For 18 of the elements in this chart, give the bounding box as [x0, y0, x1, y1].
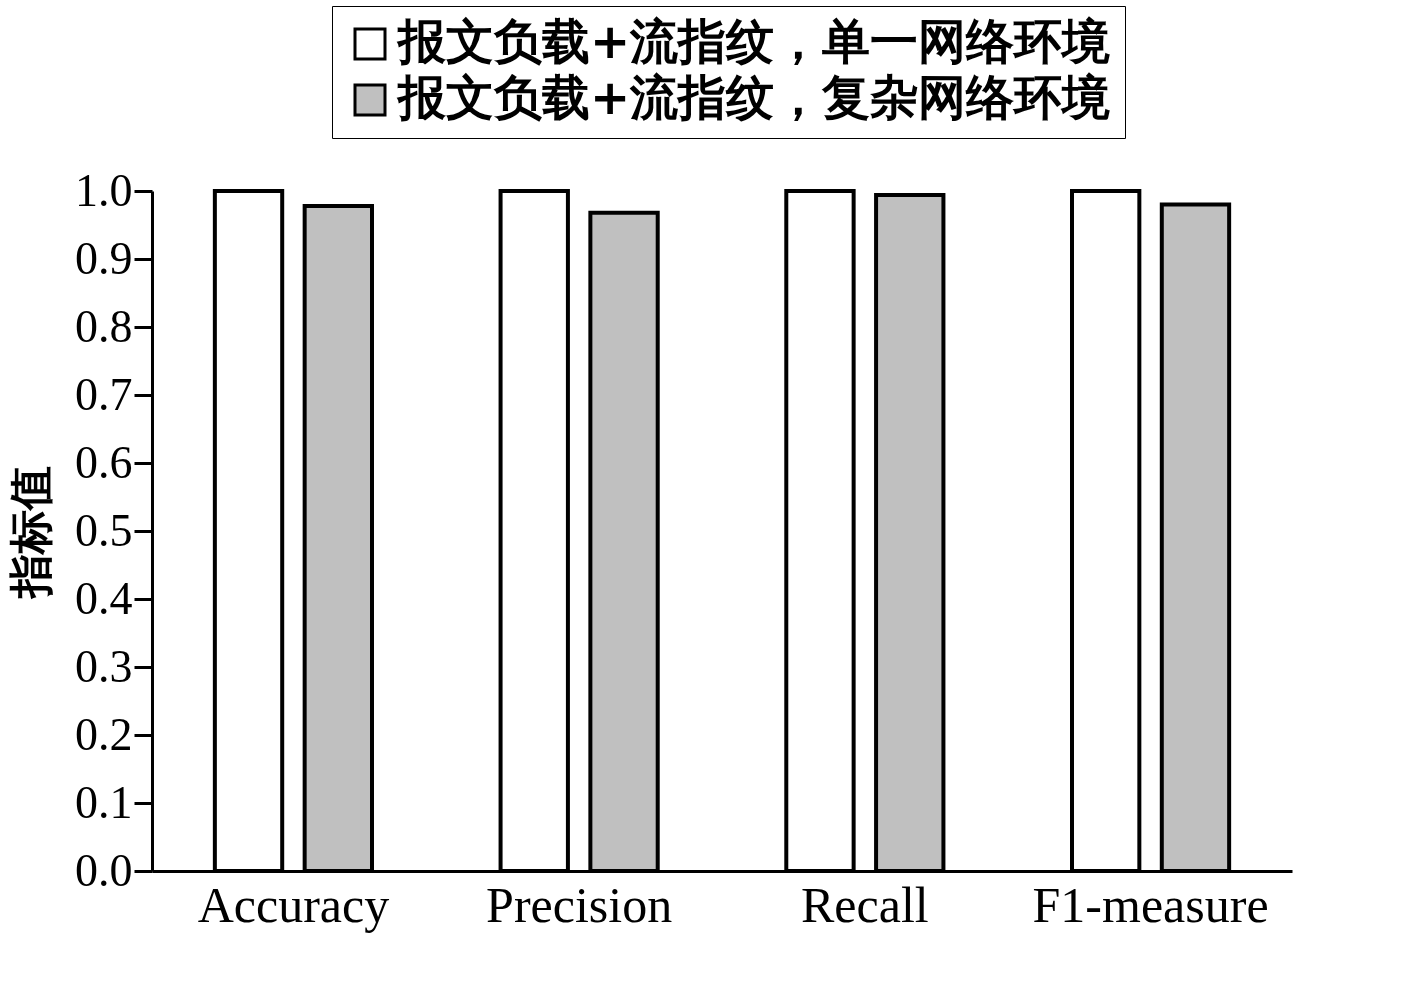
x-tick-label: Recall	[801, 876, 929, 933]
y-tick-label: 0.8	[75, 300, 133, 352]
legend-label: 报文负载+流指纹，单一网络环境	[396, 13, 1111, 69]
x-tick-label: F1-measure	[1032, 876, 1269, 933]
legend-label: 报文负载+流指纹，复杂网络环境	[396, 69, 1111, 125]
y-tick-label: 0.0	[75, 844, 133, 896]
y-tick-label: 0.6	[75, 436, 133, 488]
x-tick-label: Accuracy	[197, 876, 390, 933]
y-tick-label: 0.9	[75, 232, 133, 284]
y-tick-label: 1.0	[75, 164, 133, 216]
y-tick-label: 0.3	[75, 640, 133, 692]
y-tick-label: 0.1	[75, 776, 133, 828]
x-tick-label: Precision	[486, 876, 673, 933]
y-axis-title: 指标值	[5, 465, 56, 600]
y-tick-label: 0.5	[75, 504, 133, 556]
y-tick-label: 0.2	[75, 708, 133, 760]
y-tick-label: 0.4	[75, 572, 133, 624]
y-tick-label: 0.7	[75, 368, 133, 420]
